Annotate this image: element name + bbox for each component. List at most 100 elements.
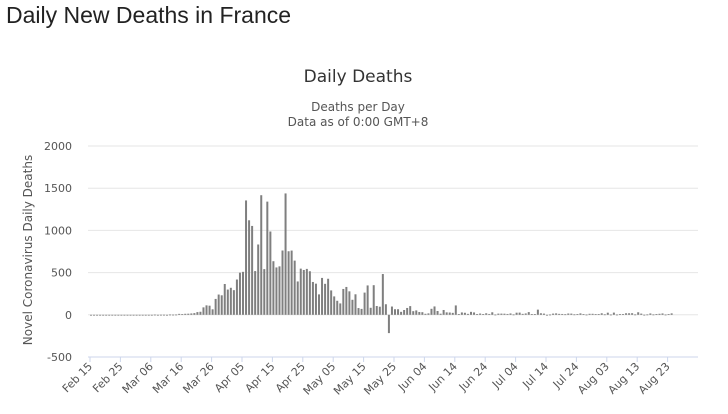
bar[interactable] bbox=[369, 307, 372, 315]
bar[interactable] bbox=[299, 268, 302, 315]
bar[interactable] bbox=[460, 312, 463, 315]
bar[interactable] bbox=[108, 314, 111, 316]
bar[interactable] bbox=[162, 314, 165, 316]
bar[interactable] bbox=[390, 306, 393, 315]
bar[interactable] bbox=[488, 313, 491, 315]
bar[interactable] bbox=[147, 314, 150, 316]
bar[interactable] bbox=[384, 304, 387, 315]
bar[interactable] bbox=[153, 314, 156, 316]
bar[interactable] bbox=[394, 309, 396, 315]
bar[interactable] bbox=[202, 307, 205, 315]
bar[interactable] bbox=[573, 314, 576, 316]
bar[interactable] bbox=[272, 261, 275, 315]
bar[interactable] bbox=[427, 313, 430, 315]
bar[interactable] bbox=[649, 313, 652, 315]
bar[interactable] bbox=[330, 290, 333, 315]
bar[interactable] bbox=[327, 278, 330, 315]
bar[interactable] bbox=[609, 314, 612, 316]
bar[interactable] bbox=[117, 314, 120, 316]
bar[interactable] bbox=[400, 311, 403, 315]
bar[interactable] bbox=[494, 314, 497, 316]
bar[interactable] bbox=[558, 313, 561, 315]
bar[interactable] bbox=[96, 314, 99, 316]
bar[interactable] bbox=[360, 308, 363, 315]
bar[interactable] bbox=[512, 314, 515, 316]
bar[interactable] bbox=[415, 310, 418, 315]
bar[interactable] bbox=[150, 314, 153, 316]
bar[interactable] bbox=[242, 271, 244, 315]
bar[interactable] bbox=[530, 314, 533, 315]
bar[interactable] bbox=[251, 225, 254, 315]
bar[interactable] bbox=[463, 312, 466, 315]
bar[interactable] bbox=[345, 286, 348, 315]
bar[interactable] bbox=[254, 271, 257, 315]
bar[interactable] bbox=[205, 305, 208, 315]
bar[interactable] bbox=[667, 314, 670, 315]
bar[interactable] bbox=[184, 313, 187, 315]
bar[interactable] bbox=[190, 313, 193, 315]
bar[interactable] bbox=[348, 291, 351, 315]
bar[interactable] bbox=[670, 313, 673, 315]
bar[interactable] bbox=[518, 312, 521, 315]
bar[interactable] bbox=[290, 250, 293, 315]
bar[interactable] bbox=[564, 314, 567, 316]
bar[interactable] bbox=[606, 312, 609, 315]
bar[interactable] bbox=[238, 272, 241, 315]
bar[interactable] bbox=[363, 292, 366, 315]
bar[interactable] bbox=[454, 305, 457, 315]
bar[interactable] bbox=[652, 314, 655, 316]
bar[interactable] bbox=[336, 300, 339, 315]
bar[interactable] bbox=[473, 312, 476, 315]
bar[interactable] bbox=[576, 314, 579, 315]
bar[interactable] bbox=[226, 289, 229, 315]
bar[interactable] bbox=[515, 312, 518, 315]
bar[interactable] bbox=[503, 313, 506, 315]
bar[interactable] bbox=[582, 314, 585, 316]
bar[interactable] bbox=[129, 314, 132, 316]
bar[interactable] bbox=[248, 220, 251, 315]
bar[interactable] bbox=[199, 311, 202, 315]
bar[interactable] bbox=[181, 314, 184, 316]
bar[interactable] bbox=[628, 313, 631, 315]
bar[interactable] bbox=[527, 312, 530, 315]
bar[interactable] bbox=[141, 314, 144, 316]
bar[interactable] bbox=[439, 313, 442, 315]
bar[interactable] bbox=[305, 268, 308, 315]
bar[interactable] bbox=[178, 313, 181, 315]
bar[interactable] bbox=[357, 308, 360, 315]
bar[interactable] bbox=[90, 314, 92, 316]
bar[interactable] bbox=[187, 313, 190, 315]
bar[interactable] bbox=[387, 314, 390, 334]
bar[interactable] bbox=[533, 314, 536, 315]
bar[interactable] bbox=[293, 260, 296, 315]
bar[interactable] bbox=[366, 285, 369, 315]
bar[interactable] bbox=[403, 309, 406, 315]
bar[interactable] bbox=[634, 314, 637, 316]
bar[interactable] bbox=[646, 314, 649, 316]
bar[interactable] bbox=[223, 283, 226, 315]
bar[interactable] bbox=[114, 314, 117, 316]
bar[interactable] bbox=[375, 306, 378, 315]
bar[interactable] bbox=[229, 287, 232, 315]
bar[interactable] bbox=[378, 306, 381, 315]
bar[interactable] bbox=[433, 306, 436, 315]
bar[interactable] bbox=[524, 313, 527, 315]
bar[interactable] bbox=[412, 311, 415, 315]
bar[interactable] bbox=[497, 313, 500, 315]
bar[interactable] bbox=[266, 201, 269, 315]
bar[interactable] bbox=[561, 313, 564, 315]
bar[interactable] bbox=[470, 311, 472, 315]
bar[interactable] bbox=[655, 314, 658, 315]
bar[interactable] bbox=[166, 314, 168, 316]
bar[interactable] bbox=[448, 312, 451, 315]
bar[interactable] bbox=[284, 193, 287, 315]
bar[interactable] bbox=[661, 313, 664, 315]
bar[interactable] bbox=[594, 314, 597, 316]
bar[interactable] bbox=[232, 290, 235, 315]
bar[interactable] bbox=[542, 313, 545, 315]
bar[interactable] bbox=[622, 314, 624, 316]
bar[interactable] bbox=[618, 314, 621, 316]
bar[interactable] bbox=[591, 313, 594, 315]
bar[interactable] bbox=[588, 313, 591, 315]
bar[interactable] bbox=[318, 294, 320, 315]
